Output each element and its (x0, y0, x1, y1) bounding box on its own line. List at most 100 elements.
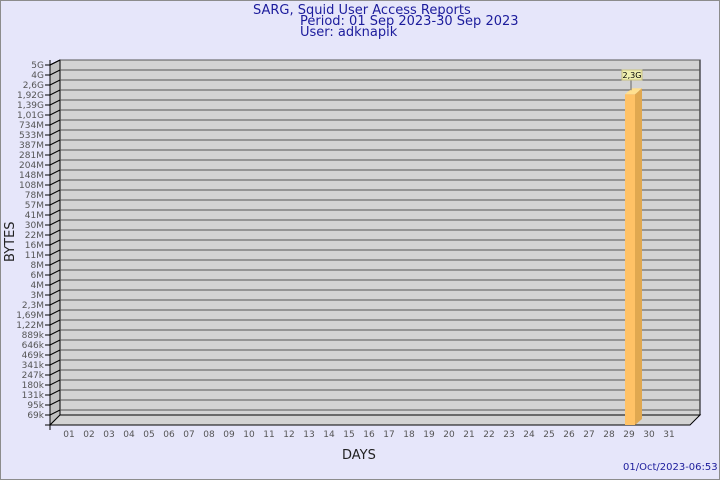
x-tick-label: 14 (323, 430, 335, 440)
y-tick-label: 247k (22, 371, 45, 381)
y-tick-depth (49, 199, 61, 206)
y-tick-depth (49, 79, 61, 86)
y-tick-depth (49, 389, 61, 396)
x-axis-label: DAYS (342, 448, 376, 463)
y-tick-depth (49, 109, 61, 116)
y-tick-depth (49, 99, 61, 106)
y-tick-label: 1,39G (17, 101, 44, 111)
x-tick-label: 29 (623, 430, 635, 440)
y-tick-label: 469k (22, 351, 45, 361)
x-tick-label: 05 (143, 430, 154, 440)
x-tick-label: 13 (303, 430, 314, 440)
report-title: SARG, Squid User Access Reports (253, 3, 471, 18)
x-tick-label: 15 (343, 430, 354, 440)
y-tick-depth (49, 59, 61, 66)
y-tick-depth (49, 89, 61, 96)
y-tick-depth (49, 129, 61, 136)
y-tick-label: 16M (25, 241, 44, 251)
y-tick-label: 2,3M (22, 301, 44, 311)
y-tick-depth (49, 299, 61, 306)
y-tick-label: 78M (25, 191, 44, 201)
x-tick-label: 28 (603, 430, 615, 440)
report-user: User: adknapik (300, 25, 398, 40)
y-tick-depth (49, 339, 61, 346)
y-tick-label: 108M (19, 181, 44, 191)
bar-side (635, 88, 642, 426)
x-tick-label: 04 (123, 430, 135, 440)
y-tick-depth (49, 149, 61, 156)
y-tick-depth (49, 259, 61, 266)
y-tick-label: 3M (31, 291, 45, 301)
y-tick-label: 5G (31, 61, 44, 71)
y-tick-label: 57M (25, 201, 44, 211)
x-tick-label: 22 (483, 430, 494, 440)
y-tick-depth (49, 239, 61, 246)
x-tick-label: 17 (383, 430, 394, 440)
x-tick-label: 08 (203, 430, 215, 440)
x-tick-label: 18 (403, 430, 415, 440)
y-tick-depth (49, 379, 61, 386)
y-tick-depth (49, 139, 61, 146)
x-tick-label: 02 (83, 430, 94, 440)
x-tick-label: 26 (563, 430, 575, 440)
y-tick-label: 41M (25, 211, 44, 221)
y-tick-label: 533M (19, 131, 44, 141)
bar-top (625, 88, 642, 95)
x-tick-label: 06 (163, 430, 175, 440)
y-tick-label: 95k (27, 401, 44, 411)
y-tick-depth (49, 229, 61, 236)
x-tick-label: 21 (463, 430, 474, 440)
data-label-box (621, 69, 643, 81)
y-tick-depth (49, 179, 61, 186)
y-tick-label: 1,69M (16, 311, 44, 321)
x-tick-label: 07 (183, 430, 194, 440)
y-tick-depth (49, 329, 61, 336)
y-tick-depth (49, 209, 61, 216)
y-tick-depth (49, 249, 61, 256)
y-tick-label: 734M (19, 121, 44, 131)
y-tick-depth (49, 349, 61, 356)
y-tick-label: 1,22M (16, 321, 44, 331)
x-tick-label: 12 (283, 430, 294, 440)
x-tick-label: 20 (443, 430, 455, 440)
x-tick-label: 23 (503, 430, 514, 440)
y-axis-label: BYTES (3, 221, 18, 262)
y-tick-depth (49, 359, 61, 366)
back-wall (59, 59, 701, 416)
y-tick-depth (49, 289, 61, 296)
x-tick-label: 01 (63, 430, 74, 440)
y-tick-label: 387M (19, 141, 44, 151)
x-tick-label: 09 (223, 430, 235, 440)
y-tick-depth (49, 369, 61, 376)
y-tick-label: 4G (31, 71, 44, 81)
y-tick-label: 4M (31, 281, 45, 291)
y-tick-label: 180k (22, 381, 45, 391)
y-tick-label: 6M (31, 271, 45, 281)
x-tick-label: 19 (423, 430, 435, 440)
data-label: 2,3G (623, 71, 642, 80)
y-tick-depth (49, 169, 61, 176)
y-tick-label: 2,6G (23, 81, 44, 91)
y-tick-depth (49, 409, 61, 416)
bar-day-29 (625, 94, 635, 426)
y-tick-depth (49, 189, 61, 196)
y-tick-depth (49, 279, 61, 286)
y-tick-depth (49, 269, 61, 276)
x-tick-label: 31 (663, 430, 674, 440)
y-tick-label: 148M (19, 171, 44, 181)
y-tick-depth (49, 309, 61, 316)
y-tick-depth (49, 399, 61, 406)
x-tick-label: 30 (643, 430, 655, 440)
y-tick-label: 341k (22, 361, 45, 371)
y-tick-label: 8M (31, 261, 45, 271)
x-tick-label: 16 (363, 430, 375, 440)
y-tick-label: 1,92G (17, 91, 44, 101)
y-tick-label: 11M (25, 251, 44, 261)
y-tick-label: 69k (27, 411, 44, 421)
x-tick-label: 11 (263, 430, 274, 440)
y-tick-label: 204M (19, 161, 44, 171)
y-tick-label: 281M (19, 151, 44, 161)
report-period: Period: 01 Sep 2023-30 Sep 2023 (300, 14, 519, 29)
floor (48, 414, 702, 426)
